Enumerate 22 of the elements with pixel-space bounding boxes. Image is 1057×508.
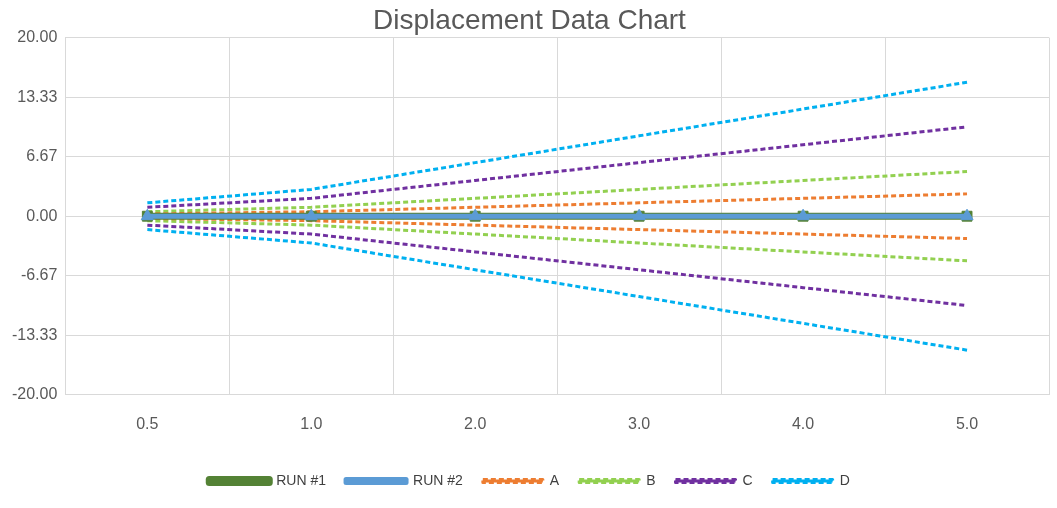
y-tick-label: 13.33 bbox=[17, 87, 58, 105]
x-tick-label: 3.0 bbox=[628, 414, 651, 432]
legend-label: B bbox=[646, 471, 656, 488]
x-tick-label: 0.5 bbox=[136, 414, 159, 432]
legend-label: RUN #2 bbox=[413, 471, 464, 488]
line-series bbox=[145, 228, 969, 352]
y-tick-label: -6.67 bbox=[20, 266, 58, 284]
legend-label: RUN #1 bbox=[276, 471, 327, 488]
y-tick-label: -20.00 bbox=[11, 385, 58, 403]
x-tick-label: 4.0 bbox=[791, 414, 815, 432]
y-tick-label: -13.33 bbox=[11, 325, 58, 343]
x-tick-label: 5.0 bbox=[955, 414, 979, 432]
legend-label: A bbox=[549, 471, 560, 488]
x-tick-label: 1.0 bbox=[300, 414, 323, 432]
x-tick-label: 2.0 bbox=[464, 414, 487, 432]
chart-title: Displacement Data Chart bbox=[373, 3, 687, 35]
y-tick-label: 6.67 bbox=[26, 147, 58, 165]
y-tick-label: 20.00 bbox=[17, 28, 58, 46]
line-series bbox=[145, 80, 969, 205]
legend-label: D bbox=[839, 471, 850, 488]
y-tick-label: 0.00 bbox=[26, 206, 58, 224]
legend-label: C bbox=[742, 471, 753, 488]
